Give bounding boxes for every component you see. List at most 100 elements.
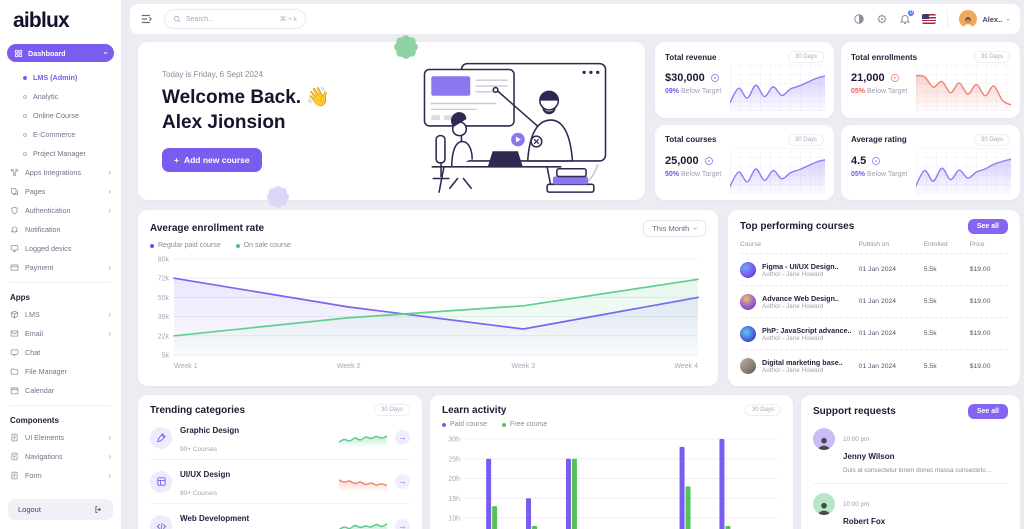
category-name: UI/UX Design bbox=[180, 469, 231, 479]
web-development-icon bbox=[150, 515, 172, 529]
course-row[interactable]: Digital marketing base.. Author - Jane Ho… bbox=[740, 350, 1008, 382]
period-pill[interactable]: 30 Days bbox=[973, 51, 1010, 63]
support-requests-card: Support requests See all 10:00 pm Jenny W… bbox=[801, 395, 1020, 529]
chart-legend: Regular paid course On sale course bbox=[150, 242, 706, 249]
period-pill[interactable]: 30 Days bbox=[744, 404, 781, 416]
course-row[interactable]: PhP: JavaScript advance.. Author - Jane H… bbox=[740, 318, 1008, 350]
svg-text:20h: 20h bbox=[448, 476, 460, 483]
column-publish-on: Publish on bbox=[858, 241, 890, 248]
sidebar-item-dashboard[interactable]: Dashboard › bbox=[7, 44, 114, 62]
welcome-line1: Welcome Back. bbox=[162, 87, 302, 108]
sidebar-subitem-project-manager[interactable]: Project Manager bbox=[0, 144, 121, 163]
sidebar-item-email[interactable]: Email › bbox=[0, 324, 121, 343]
category-name: Web Development bbox=[180, 514, 250, 523]
collapse-sidebar-icon[interactable] bbox=[140, 12, 154, 26]
course-name: Advance Web Design.. bbox=[762, 293, 839, 303]
svg-text:Week 1: Week 1 bbox=[174, 363, 198, 370]
sidebar-item-apps-integrations[interactable]: Apps Integrations › bbox=[0, 163, 121, 182]
chevron-right-icon: › bbox=[108, 187, 111, 196]
course-name: Figma - UI/UX Design.. bbox=[762, 261, 839, 271]
period-pill[interactable]: 30 Days bbox=[973, 133, 1010, 146]
course-publish-date: 01 Jan 2024 bbox=[858, 298, 897, 305]
theme-toggle-icon[interactable] bbox=[853, 13, 865, 25]
category-count: 90+ Courses bbox=[180, 489, 218, 497]
sidebar-item-logged-devices[interactable]: Logged devics bbox=[0, 239, 121, 258]
month-select[interactable]: This Month › bbox=[643, 220, 706, 237]
avatar bbox=[959, 10, 978, 28]
category-sparkline bbox=[339, 429, 387, 447]
stat-card-total-enrollments: Total enrollments 30 Days 21,000 05% Belo… bbox=[841, 42, 1020, 118]
period-pill[interactable]: 30 Days bbox=[373, 404, 410, 416]
top-courses-card: Top performing courses See all Course Pu… bbox=[728, 210, 1020, 386]
logout-label: Logout bbox=[18, 505, 41, 514]
trending-item[interactable]: Graphic Design 90+ Courses → bbox=[150, 416, 410, 460]
request-time: 10:00 pm bbox=[843, 436, 870, 443]
sidebar-item-form[interactable]: Form › bbox=[0, 466, 121, 485]
add-new-course-button[interactable]: + Add new course bbox=[162, 148, 262, 173]
item-label: Pages bbox=[25, 187, 46, 196]
legend-dot bbox=[235, 243, 240, 248]
sidebar-subitem-ecommerce[interactable]: E-Commerce bbox=[0, 125, 121, 144]
sidebar-subitem-online-course[interactable]: Online Course bbox=[0, 106, 121, 125]
stat-delta-pct: 05% bbox=[851, 88, 866, 95]
sidebar-item-file-manager[interactable]: File Manager bbox=[0, 362, 121, 381]
support-request-item[interactable]: 10:00 pm Jenny Wilson Duis at consectetur … bbox=[813, 419, 1008, 484]
welcome-user-name: Alex Jionsion bbox=[162, 111, 286, 133]
logout-button[interactable]: Logout bbox=[8, 499, 113, 520]
search-input[interactable] bbox=[186, 15, 275, 23]
course-enrolled: 5.5k bbox=[923, 362, 937, 370]
sidebar-item-authentication[interactable]: Authentication › bbox=[0, 201, 121, 220]
item-label: Navigations bbox=[25, 452, 63, 461]
welcome-heading: Welcome Back. 👋 Alex Jionsion bbox=[162, 86, 645, 135]
sidebar-item-chat[interactable]: Chat bbox=[0, 343, 121, 362]
card-title: Average enrollment rate bbox=[150, 223, 265, 234]
column-price: Price bbox=[969, 241, 985, 248]
arrow-right-button[interactable]: → bbox=[395, 474, 410, 489]
settings-gear-icon[interactable] bbox=[876, 13, 888, 25]
sidebar-item-pages[interactable]: Pages › bbox=[0, 182, 121, 201]
user-menu[interactable]: Alex.. › bbox=[959, 10, 1013, 28]
chart-legend: Paid course Free course bbox=[442, 421, 781, 428]
course-row[interactable]: Figma - UI/UX Design.. Author - Jane Howa… bbox=[740, 254, 1008, 286]
see-all-button[interactable]: See all bbox=[967, 404, 1008, 419]
sidebar-item-navigations[interactable]: Navigations › bbox=[0, 447, 121, 466]
arrow-right-button[interactable]: → bbox=[395, 518, 410, 529]
rating-sparkline bbox=[916, 147, 1011, 194]
sidebar-subitem-analytic[interactable]: Analytic bbox=[0, 87, 121, 106]
see-all-button[interactable]: See all bbox=[967, 219, 1008, 234]
welcome-card: Today is Friday, 6 Sept 2024 Welcome Bac… bbox=[138, 35, 645, 208]
course-thumbnail bbox=[740, 358, 756, 374]
sidebar-item-lms[interactable]: LMS › bbox=[0, 305, 121, 324]
legend-dot bbox=[150, 243, 154, 248]
period-pill[interactable]: 30 Days bbox=[787, 133, 824, 146]
sidebar-item-calendar[interactable]: Calendar bbox=[0, 381, 121, 400]
item-label: UI Elements bbox=[25, 433, 65, 442]
arrow-right-button[interactable]: → bbox=[395, 430, 410, 445]
dashboard-submenu: LMS (Admin) Analytic Online Course E-Com… bbox=[0, 68, 121, 163]
chevron-right-icon: › bbox=[108, 168, 111, 177]
sidebar-subitem-lms-admin[interactable]: LMS (Admin) bbox=[0, 68, 121, 87]
svg-text:25h: 25h bbox=[448, 456, 460, 463]
sidebar-item-payment[interactable]: Payment › bbox=[0, 258, 121, 277]
chevron-right-icon: › bbox=[108, 206, 111, 215]
trending-item[interactable]: UI/UX Design 90+ Courses → bbox=[150, 460, 410, 504]
sidebar-item-ui-elements[interactable]: UI Elements › bbox=[0, 428, 121, 447]
stat-delta-label: Below Target bbox=[866, 170, 908, 178]
category-sparkline bbox=[339, 517, 387, 529]
components-section-title: Components bbox=[10, 416, 59, 425]
flower-decoration-purple bbox=[267, 186, 289, 208]
sidebar-item-notification[interactable]: Notification bbox=[0, 220, 121, 239]
notifications-button[interactable]: 0 bbox=[899, 9, 916, 25]
legend-label: Regular paid course bbox=[158, 242, 221, 249]
card-title: Support requests bbox=[813, 406, 896, 417]
us-flag-icon[interactable] bbox=[922, 14, 937, 24]
course-row[interactable]: Advance Web Design.. Author - Jane Howard… bbox=[740, 286, 1008, 318]
stat-delta-pct: 05% bbox=[851, 170, 866, 178]
period-pill[interactable]: 30 Days bbox=[787, 51, 824, 63]
svg-text:10h: 10h bbox=[448, 516, 460, 523]
search-bar[interactable]: ⌘ + k bbox=[164, 9, 306, 29]
trending-item[interactable]: Web Development90+ Courses → bbox=[150, 504, 410, 529]
column-course: Course bbox=[740, 241, 761, 248]
item-label: Apps Integrations bbox=[25, 168, 81, 177]
